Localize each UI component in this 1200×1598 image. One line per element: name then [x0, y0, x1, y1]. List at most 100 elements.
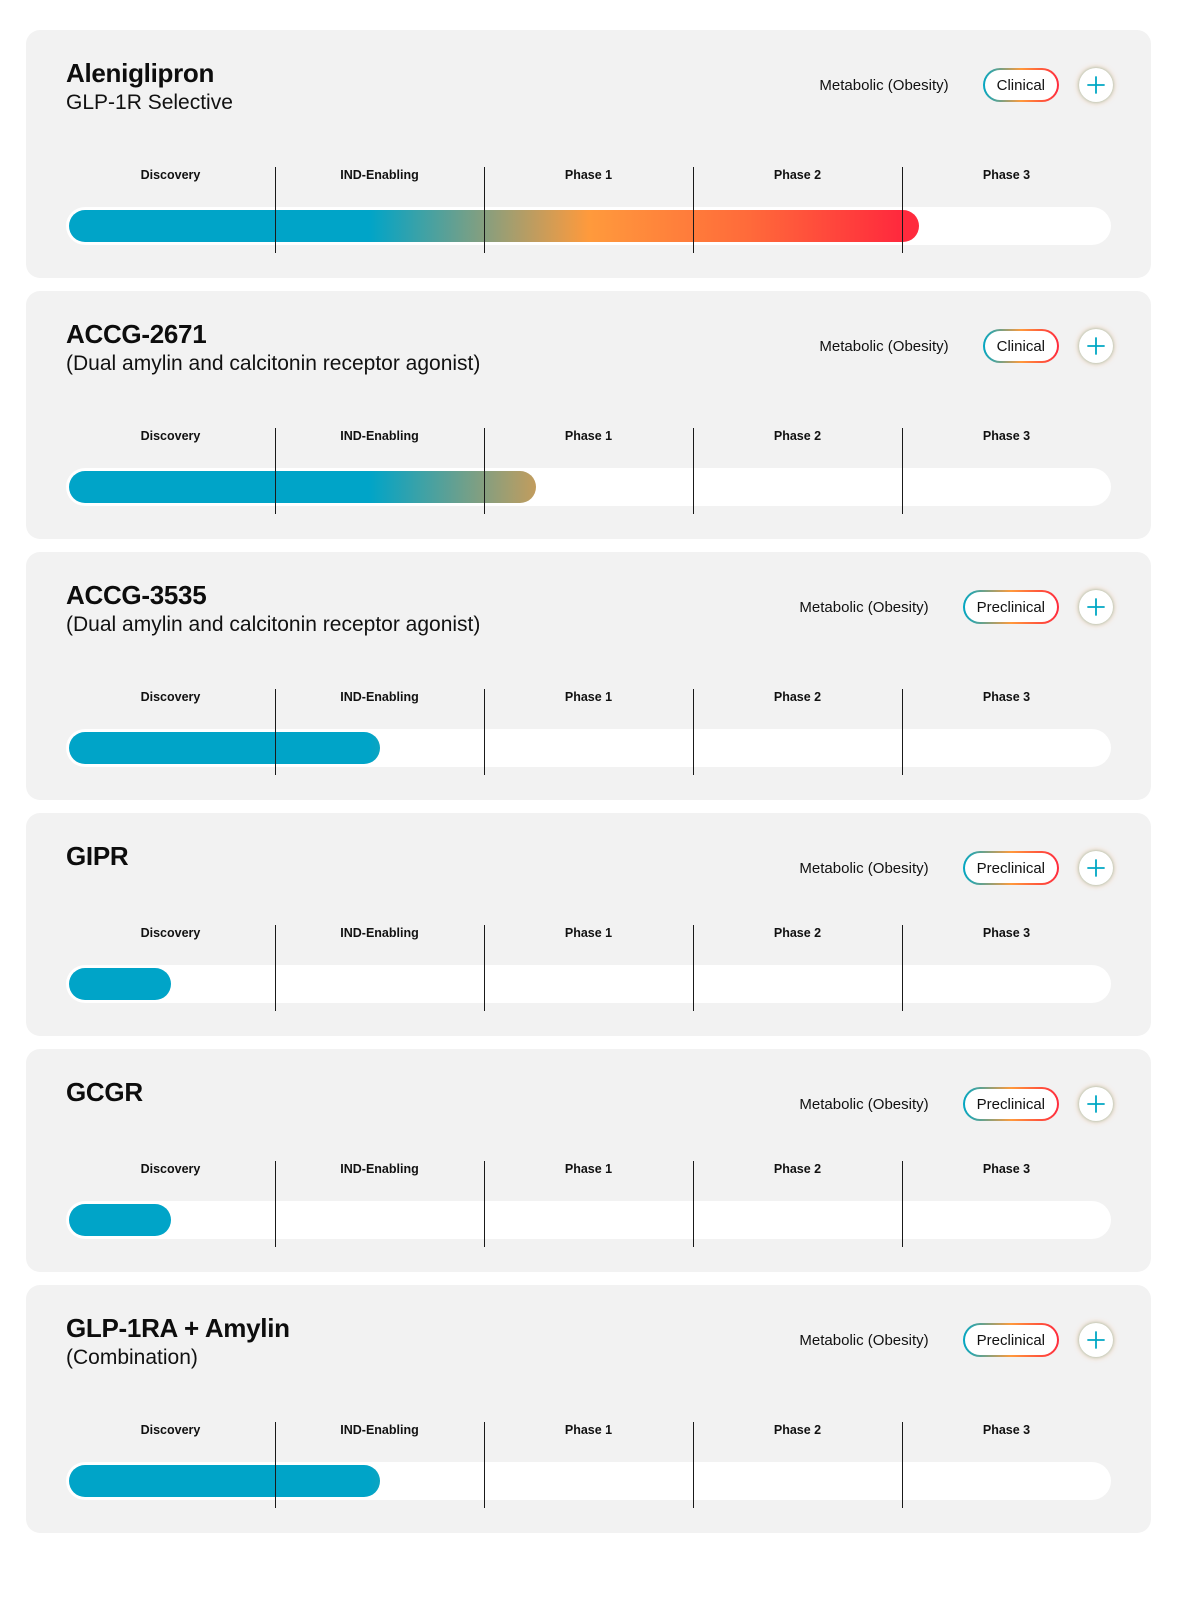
program-subtitle: (Dual amylin and calcitonin receptor ago… [66, 613, 481, 636]
phase-divider [275, 167, 276, 253]
stage-badge: Clinical [982, 329, 1059, 363]
phase-divider [902, 1422, 903, 1508]
program-meta: Metabolic (Obesity) Clinical [819, 68, 1113, 102]
program-meta: Metabolic (Obesity) Preclinical [799, 1323, 1113, 1357]
progress-track-area: Discovery IND-Enabling Phase 1 Phase 2 P… [66, 1422, 1111, 1508]
program-name: ACCG-2671 [66, 319, 207, 349]
progress-track-area: Discovery IND-Enabling Phase 1 Phase 2 P… [66, 689, 1111, 775]
therapeutic-area-label: Metabolic (Obesity) [799, 598, 929, 616]
stage-badge-label: Preclinical [976, 1331, 1045, 1349]
plus-icon [1087, 1331, 1105, 1349]
progress-bar [69, 471, 537, 503]
phase-labels: Discovery IND-Enabling Phase 1 Phase 2 P… [66, 689, 1111, 705]
phase-labels: Discovery IND-Enabling Phase 1 Phase 2 P… [66, 428, 1111, 444]
therapeutic-area-label: Metabolic (Obesity) [819, 337, 949, 355]
phase-label-ind-enabling: IND-Enabling [340, 690, 419, 704]
phase-label-phase-2: Phase 2 [773, 429, 822, 443]
phase-divider [275, 1422, 276, 1508]
phase-divider [484, 1422, 485, 1508]
progress-bar [69, 732, 380, 764]
phase-divider [902, 1161, 903, 1247]
phase-divider [484, 925, 485, 1011]
pipeline-list: Aleniglipron GLP-1R Selective Metabolic … [26, 30, 1151, 1546]
plus-icon [1087, 859, 1105, 877]
expand-button[interactable] [1079, 1087, 1113, 1121]
phase-divider [693, 689, 694, 775]
stage-badge: Preclinical [962, 1323, 1059, 1357]
program-meta: Metabolic (Obesity) Preclinical [799, 590, 1113, 624]
stage-badge-label: Preclinical [976, 598, 1045, 616]
program-meta: Metabolic (Obesity) Preclinical [799, 851, 1113, 885]
therapeutic-area-label: Metabolic (Obesity) [799, 1095, 929, 1113]
phase-divider [693, 925, 694, 1011]
therapeutic-area-label: Metabolic (Obesity) [799, 1331, 929, 1349]
program-name: Aleniglipron [66, 58, 215, 88]
stage-badge: Preclinical [962, 590, 1059, 624]
phase-divider [275, 925, 276, 1011]
phase-divider [902, 167, 903, 253]
phase-label-phase-3: Phase 3 [982, 690, 1031, 704]
phase-label-discovery: Discovery [140, 690, 201, 704]
phase-label-phase-1: Phase 1 [564, 1162, 613, 1176]
stage-badge-label: Preclinical [976, 1095, 1045, 1113]
phase-divider [484, 1161, 485, 1247]
phase-label-phase-3: Phase 3 [982, 429, 1031, 443]
phase-label-phase-3: Phase 3 [982, 926, 1031, 940]
progress-track-area: Discovery IND-Enabling Phase 1 Phase 2 P… [66, 1161, 1111, 1247]
phase-divider [902, 689, 903, 775]
phase-label-phase-2: Phase 2 [773, 1162, 822, 1176]
stage-badge: Preclinical [962, 1087, 1059, 1121]
pipeline-card-accg-2671: ACCG-2671 (Dual amylin and calcitonin re… [26, 291, 1151, 539]
phase-divider [275, 689, 276, 775]
progress-track-area: Discovery IND-Enabling Phase 1 Phase 2 P… [66, 925, 1111, 1011]
phase-label-phase-1: Phase 1 [564, 690, 613, 704]
expand-button[interactable] [1079, 329, 1113, 363]
progress-bar [69, 1465, 380, 1497]
pipeline-card-gcgr: GCGR Metabolic (Obesity) Preclinical Dis… [26, 1049, 1151, 1272]
phase-labels: Discovery IND-Enabling Phase 1 Phase 2 P… [66, 1161, 1111, 1177]
program-subtitle: (Combination) [66, 1346, 198, 1369]
expand-button[interactable] [1079, 1323, 1113, 1357]
phase-label-ind-enabling: IND-Enabling [340, 926, 419, 940]
phase-label-discovery: Discovery [140, 1423, 201, 1437]
phase-label-phase-2: Phase 2 [773, 926, 822, 940]
plus-icon [1087, 337, 1105, 355]
progress-bar [69, 968, 171, 1000]
stage-badge: Preclinical [962, 851, 1059, 885]
phase-divider [275, 428, 276, 514]
phase-divider [484, 167, 485, 253]
phase-label-phase-2: Phase 2 [773, 690, 822, 704]
program-name: GLP-1RA + Amylin [66, 1313, 290, 1343]
phase-label-phase-2: Phase 2 [773, 168, 822, 182]
phase-divider [693, 1422, 694, 1508]
phase-labels: Discovery IND-Enabling Phase 1 Phase 2 P… [66, 925, 1111, 941]
program-meta: Metabolic (Obesity) Clinical [819, 329, 1113, 363]
plus-icon [1087, 598, 1105, 616]
therapeutic-area-label: Metabolic (Obesity) [819, 76, 949, 94]
pipeline-card-accg-3535: ACCG-3535 (Dual amylin and calcitonin re… [26, 552, 1151, 800]
phase-label-ind-enabling: IND-Enabling [340, 1423, 419, 1437]
expand-button[interactable] [1079, 590, 1113, 624]
expand-button[interactable] [1079, 851, 1113, 885]
phase-label-ind-enabling: IND-Enabling [340, 429, 419, 443]
program-name: GCGR [66, 1077, 143, 1107]
phase-divider [693, 1161, 694, 1247]
progress-track [66, 965, 1111, 1003]
phase-divider [693, 428, 694, 514]
program-subtitle: (Dual amylin and calcitonin receptor ago… [66, 352, 481, 375]
phase-labels: Discovery IND-Enabling Phase 1 Phase 2 P… [66, 1422, 1111, 1438]
program-subtitle: GLP-1R Selective [66, 91, 233, 114]
phase-divider [902, 428, 903, 514]
stage-badge-label: Clinical [996, 337, 1045, 355]
expand-button[interactable] [1079, 68, 1113, 102]
program-name: ACCG-3535 [66, 580, 207, 610]
phase-label-phase-1: Phase 1 [564, 429, 613, 443]
pipeline-card-gipr: GIPR Metabolic (Obesity) Preclinical Dis… [26, 813, 1151, 1036]
phase-label-phase-3: Phase 3 [982, 1162, 1031, 1176]
stage-badge-label: Clinical [996, 76, 1045, 94]
phase-divider [275, 1161, 276, 1247]
phase-label-phase-1: Phase 1 [564, 1423, 613, 1437]
phase-label-phase-3: Phase 3 [982, 1423, 1031, 1437]
phase-divider [693, 167, 694, 253]
pipeline-card-aleniglipron: Aleniglipron GLP-1R Selective Metabolic … [26, 30, 1151, 278]
